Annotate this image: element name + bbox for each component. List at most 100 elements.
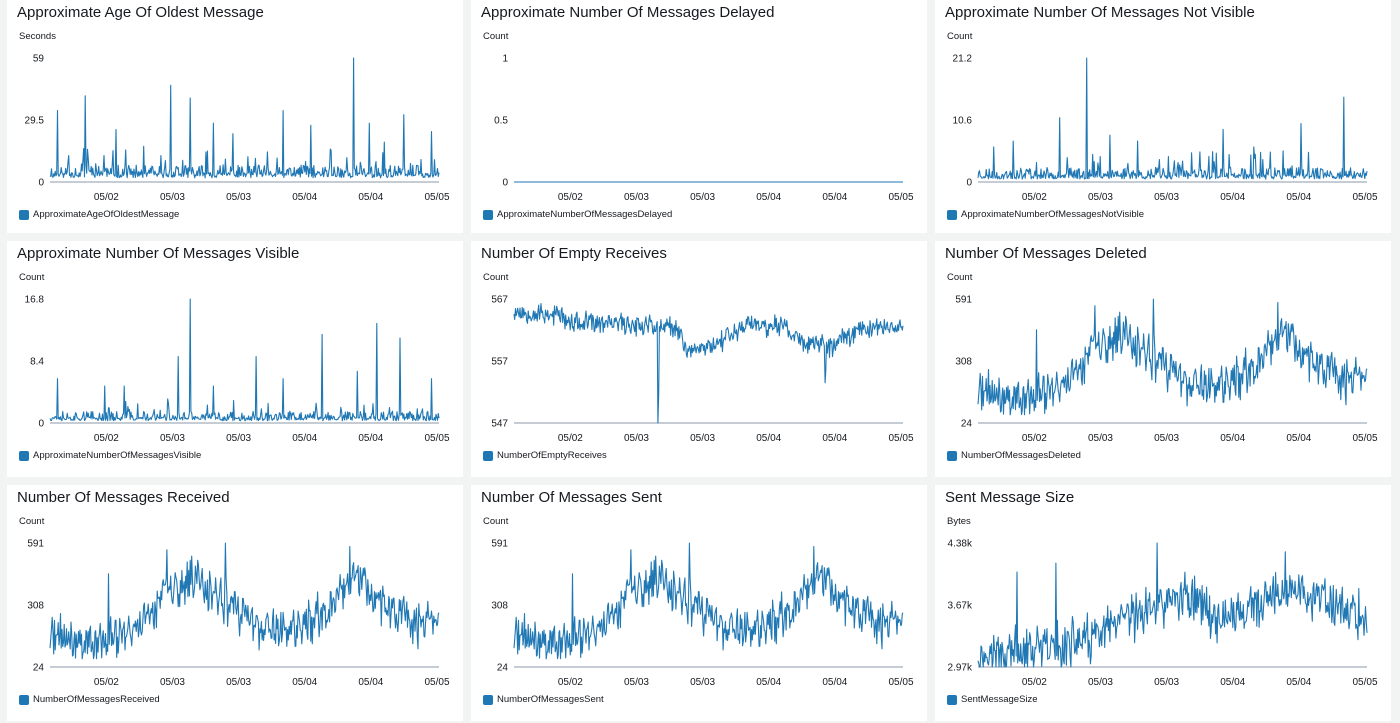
x-tick-label: 05/05: [888, 192, 913, 203]
x-tick-label: 05/04: [1286, 433, 1311, 444]
x-tick-label: 05/04: [1220, 677, 1245, 688]
y-axis-unit: Count: [19, 272, 45, 283]
y-tick-label: 24: [497, 663, 509, 674]
metric-panel[interactable]: Number Of Messages Sent Count 24 308 591 05…: [471, 485, 927, 721]
y-tick-label: 4.38k: [948, 539, 973, 550]
series-line[interactable]: [513, 542, 904, 660]
metric-panel[interactable]: Number Of Empty Receives Count 547 557 567…: [471, 241, 927, 477]
x-tick-label: 05/03: [1154, 677, 1179, 688]
metric-panel[interactable]: Approximate Number Of Messages Not Visib…: [935, 0, 1391, 233]
panel-title: Approximate Number Of Messages Visible: [17, 245, 300, 262]
y-tick-label: 59: [33, 54, 45, 65]
x-tick-label: 05/05: [424, 433, 449, 444]
line-chart[interactable]: 24 308 591 05/02 05/03 05/03 05/04 05/04 05/05: [471, 485, 927, 689]
series-line[interactable]: [513, 303, 904, 424]
x-tick-label: 05/05: [1352, 433, 1377, 444]
y-axis-unit: Count: [483, 31, 509, 42]
y-tick-label: 1: [502, 54, 508, 65]
y-tick-label: 29.5: [25, 116, 45, 127]
y-tick-label: 24: [961, 419, 973, 430]
y-tick-label: 308: [27, 601, 44, 612]
legend-label: NumberOfMessagesReceived: [33, 694, 160, 705]
x-tick-label: 05/02: [558, 433, 583, 444]
legend-swatch: [483, 209, 493, 220]
x-tick-label: 05/03: [1154, 433, 1179, 444]
line-chart[interactable]: 0 10.6 21.2 05/02 05/03 05/03 05/04 05/04 05/05: [935, 0, 1391, 204]
legend[interactable]: ApproximateNumberOfMessagesNotVisible: [947, 209, 1144, 220]
x-tick-label: 05/03: [160, 192, 185, 203]
series-line[interactable]: [49, 542, 440, 660]
series-line[interactable]: [977, 298, 1368, 416]
y-tick-label: 0.5: [494, 116, 508, 127]
metric-panel[interactable]: Number Of Messages Received Count 24 308 5…: [7, 485, 463, 721]
x-tick-label: 05/04: [292, 192, 317, 203]
series-line[interactable]: [49, 298, 440, 422]
x-tick-label: 05/02: [558, 192, 583, 203]
y-tick-label: 557: [491, 357, 508, 368]
panel-title: Number Of Empty Receives: [481, 245, 667, 262]
legend-label: SentMessageSize: [961, 694, 1038, 705]
y-tick-label: 24: [33, 663, 45, 674]
legend-swatch: [19, 209, 29, 220]
line-chart[interactable]: 24 308 591 05/02 05/03 05/03 05/04 05/04 05/05: [7, 485, 463, 689]
x-tick-label: 05/03: [226, 677, 251, 688]
y-axis-unit: Seconds: [19, 31, 56, 42]
legend[interactable]: ApproximateAgeOfOldestMessage: [19, 209, 179, 220]
line-chart[interactable]: 24 308 591 05/02 05/03 05/03 05/04 05/04 05/05: [935, 241, 1391, 445]
line-chart[interactable]: 2.97k 3.67k 4.38k 05/02 05/03 05/03 05/04 05/04…: [935, 485, 1391, 689]
x-tick-label: 05/02: [1022, 192, 1047, 203]
y-tick-label: 0: [38, 419, 44, 430]
metric-panel[interactable]: Approximate Age Of Oldest Message Second…: [7, 0, 463, 233]
legend-swatch: [19, 450, 29, 461]
y-tick-label: 2.97k: [948, 663, 973, 674]
y-tick-label: 591: [27, 539, 44, 550]
series-line[interactable]: [977, 57, 1368, 180]
series-line[interactable]: [977, 542, 1368, 668]
panel-title: Number Of Messages Deleted: [945, 245, 1147, 262]
legend-label: ApproximateNumberOfMessagesVisible: [33, 450, 202, 461]
legend[interactable]: NumberOfEmptyReceives: [483, 450, 607, 461]
line-chart[interactable]: 0 8.4 16.8 05/02 05/03 05/03 05/04 05/04 05/05: [7, 241, 463, 445]
legend-swatch: [483, 694, 493, 705]
x-tick-label: 05/05: [1352, 192, 1377, 203]
x-tick-label: 05/05: [424, 677, 449, 688]
x-tick-label: 05/04: [358, 677, 383, 688]
x-tick-label: 05/03: [160, 677, 185, 688]
legend[interactable]: NumberOfMessagesSent: [483, 694, 604, 705]
legend[interactable]: NumberOfMessagesDeleted: [947, 450, 1081, 461]
y-axis-unit: Count: [947, 31, 973, 42]
y-tick-label: 567: [491, 295, 508, 306]
y-axis-unit: Count: [483, 272, 509, 283]
y-tick-label: 3.67k: [948, 601, 973, 612]
metric-panel[interactable]: Approximate Number Of Messages Visible C…: [7, 241, 463, 477]
legend-swatch: [947, 450, 957, 461]
metric-panel[interactable]: Number Of Messages Deleted Count 24 308 59…: [935, 241, 1391, 477]
x-tick-label: 05/03: [624, 192, 649, 203]
metric-panel[interactable]: Approximate Number Of Messages Delayed C…: [471, 0, 927, 233]
x-tick-label: 05/02: [1022, 677, 1047, 688]
x-tick-label: 05/03: [226, 192, 251, 203]
panel-title: Approximate Age Of Oldest Message: [17, 4, 264, 21]
x-tick-label: 05/04: [822, 433, 847, 444]
legend[interactable]: ApproximateNumberOfMessagesDelayed: [483, 209, 672, 220]
panel-title: Approximate Number Of Messages Not Visib…: [945, 4, 1255, 21]
x-tick-label: 05/04: [292, 433, 317, 444]
x-tick-label: 05/04: [756, 677, 781, 688]
x-tick-label: 05/03: [690, 192, 715, 203]
legend-label: NumberOfMessagesDeleted: [961, 450, 1081, 461]
line-chart[interactable]: 547 557 567 05/02 05/03 05/03 05/04 05/04 05/05: [471, 241, 927, 445]
x-tick-label: 05/04: [822, 677, 847, 688]
legend[interactable]: ApproximateNumberOfMessagesVisible: [19, 450, 201, 461]
y-tick-label: 308: [491, 601, 508, 612]
panel-title: Approximate Number Of Messages Delayed: [481, 4, 775, 21]
legend[interactable]: NumberOfMessagesReceived: [19, 694, 160, 705]
y-axis-unit: Count: [483, 516, 509, 527]
line-chart[interactable]: 0 0.5 1 05/02 05/03 05/03 05/04 05/04 05/05: [471, 0, 927, 204]
series-line[interactable]: [49, 57, 440, 179]
dashboard-grid: Approximate Age Of Oldest Message Second…: [7, 0, 1392, 723]
line-chart[interactable]: 0 29.5 59 05/02 05/03 05/03 05/04 05/04 05/05: [7, 0, 463, 204]
legend[interactable]: SentMessageSize: [947, 694, 1038, 705]
x-tick-label: 05/02: [558, 677, 583, 688]
metric-panel[interactable]: Sent Message Size Bytes 2.97k 3.67k 4.38k 0…: [935, 485, 1391, 721]
y-tick-label: 308: [955, 357, 972, 368]
